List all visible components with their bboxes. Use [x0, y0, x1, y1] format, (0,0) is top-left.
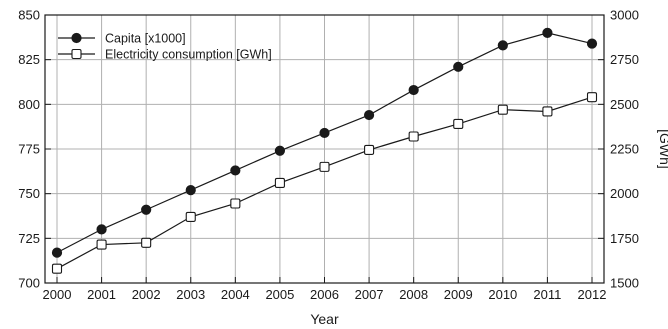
data-point — [274, 177, 285, 188]
x-tick-label: 2012 — [578, 287, 607, 302]
data-point — [96, 239, 107, 250]
legend-label: Electricity consumption [GWh] — [105, 48, 272, 62]
data-point — [96, 224, 107, 235]
right-y-tick-label: 1750 — [610, 231, 639, 246]
right-y-tick-label: 2000 — [610, 186, 639, 201]
series-2 — [51, 92, 598, 274]
x-tick-label: 2009 — [444, 287, 473, 302]
data-point — [542, 106, 553, 117]
x-tick-label: 2007 — [355, 287, 384, 302]
left-y-tick-label: 775 — [18, 142, 40, 157]
data-point — [497, 40, 508, 51]
data-point — [141, 237, 152, 248]
data-point — [274, 145, 286, 156]
data-point — [51, 263, 63, 274]
data-point — [319, 127, 330, 139]
x-tick-label: 2002 — [132, 287, 161, 302]
right-y-tick-label: 1500 — [610, 276, 639, 291]
legend-label: Capita [x1000] — [105, 32, 186, 46]
left-y-tick-label: 700 — [18, 276, 40, 291]
x-tick-label: 2011 — [533, 287, 561, 302]
data-point — [586, 92, 598, 103]
data-point — [363, 109, 375, 121]
x-tick-label: 2000 — [43, 287, 72, 302]
data-point — [364, 144, 375, 155]
data-point — [185, 184, 196, 196]
legend-item: Capita [x1000] — [58, 32, 186, 46]
legend: Capita [x1000] Electricity consumption [G… — [58, 32, 272, 62]
data-point — [141, 204, 152, 215]
data-point — [586, 38, 598, 49]
data-point — [319, 161, 330, 172]
x-tick-label: 2008 — [399, 287, 428, 302]
ticks: 700 725 750 775 800 825 850 1500 1750 2000 2250 250… — [18, 8, 639, 303]
x-tick-label: 2005 — [265, 287, 294, 302]
legend-marker — [71, 32, 82, 44]
series-1 — [51, 27, 598, 258]
data-point — [453, 61, 464, 72]
left-y-tick-label: 850 — [18, 8, 40, 23]
left-y-tick-label: 750 — [18, 186, 40, 201]
right-y-tick-label: 2500 — [610, 97, 639, 112]
left-y-tick-label: 825 — [18, 52, 40, 67]
x-tick-label: 2004 — [221, 287, 250, 302]
left-y-tick-label: 725 — [18, 231, 40, 246]
right-y-tick-label: 2250 — [610, 142, 639, 157]
right-y-axis-title: [GWh] — [657, 129, 668, 169]
left-y-tick-label: 800 — [18, 97, 40, 112]
data-point — [542, 27, 553, 38]
data-point — [230, 165, 241, 176]
series-layer — [51, 27, 598, 274]
legend-marker — [71, 48, 82, 60]
right-y-tick-label: 3000 — [610, 8, 639, 23]
x-tick-label: 2001 — [87, 287, 116, 302]
x-axis-title: Year — [310, 311, 339, 327]
right-y-tick-label: 2750 — [610, 52, 639, 67]
data-point — [230, 198, 241, 209]
data-point — [497, 104, 508, 115]
data-point — [51, 247, 63, 258]
data-point — [453, 118, 464, 130]
data-point — [408, 131, 419, 142]
x-tick-label: 2006 — [310, 287, 339, 302]
data-point — [408, 84, 419, 96]
x-tick-label: 2003 — [176, 287, 205, 302]
data-point — [185, 211, 196, 222]
legend-item: Electricity consumption [GWh] — [58, 48, 272, 62]
x-tick-label: 2010 — [488, 287, 517, 302]
